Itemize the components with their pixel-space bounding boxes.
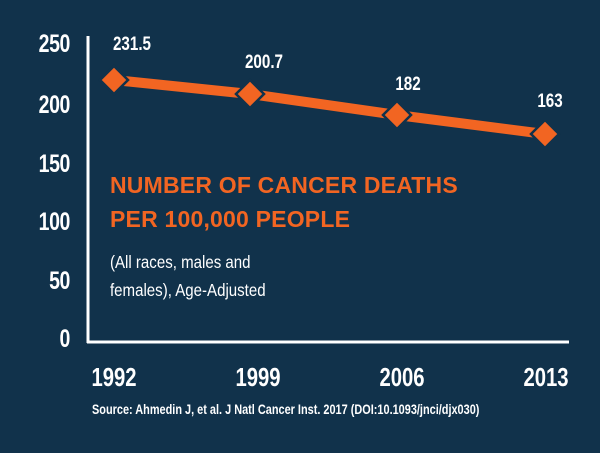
data-point-1999 (234, 78, 266, 110)
chart-subtitle: (All races, males and females), Age-Adju… (110, 248, 316, 304)
x-tick-label: 2006 (379, 362, 425, 392)
chart-title: NUMBER OF CANCER DEATHS PER 100,000 PEOP… (110, 168, 458, 236)
data-label-1999: 200.7 (244, 52, 284, 73)
y-tick-label: 150 (38, 150, 71, 178)
y-tick-label: 100 (38, 208, 71, 236)
y-tick-label: 200 (38, 91, 71, 119)
y-tick-label: 0 (59, 325, 71, 353)
data-label-2006: 182 (395, 74, 421, 95)
x-tick-label: 1992 (91, 362, 137, 392)
data-label-2013: 163 (537, 91, 563, 112)
data-point-1992 (98, 64, 130, 96)
x-tick-label: 1999 (235, 362, 281, 392)
data-point-2006 (381, 99, 413, 131)
chart-subtitle-line: (All races, males and (110, 252, 251, 272)
x-tick-label: 2013 (523, 362, 569, 392)
source-citation: Source: Ahmedin J, et al. J Natl Cancer … (92, 401, 480, 417)
y-tick-label: 250 (38, 30, 71, 58)
data-point-2013 (529, 118, 561, 150)
chart-title-line: NUMBER OF CANCER DEATHS (110, 172, 458, 198)
chart-subtitle-line: females), Age-Adjusted (110, 280, 266, 300)
y-tick-label: 50 (49, 267, 70, 295)
chart-title-line: PER 100,000 PEOPLE (110, 206, 351, 232)
series-line (113, 75, 546, 139)
data-label-1992: 231.5 (112, 34, 152, 55)
